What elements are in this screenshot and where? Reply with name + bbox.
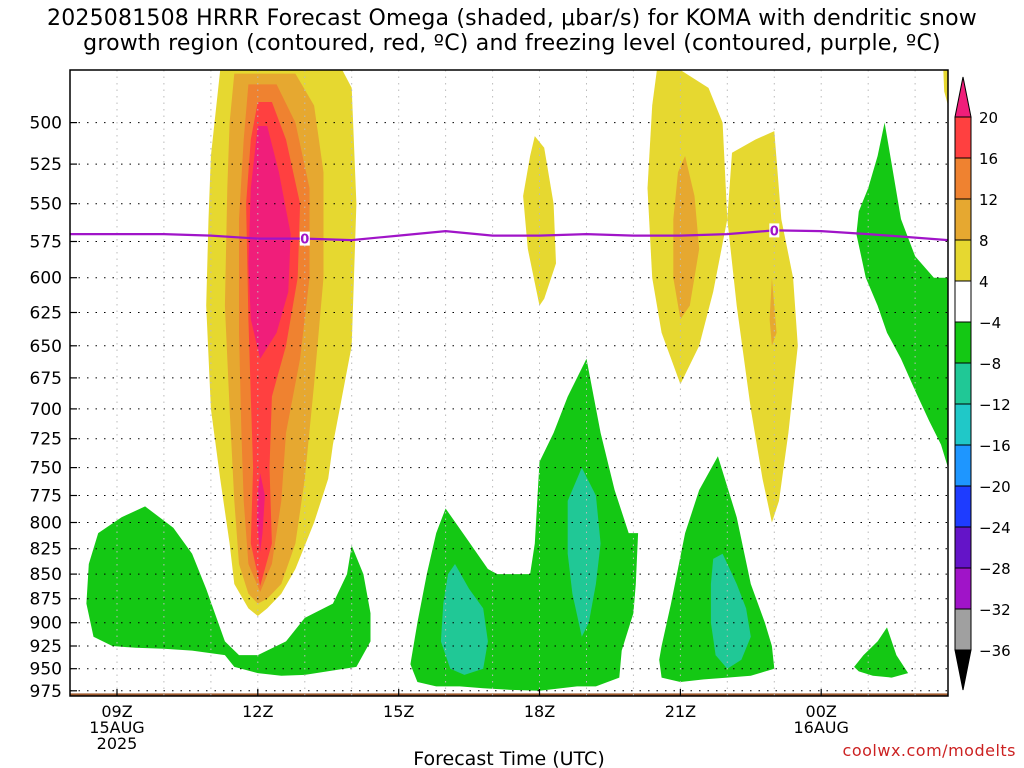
x-axis-label: Forecast Time (UTC) [413, 748, 604, 768]
y-axis: 500 525 550 575 600 625 650 675 700 725 750 775 800 8… [30, 114, 77, 702]
omega-shading-layer [86, 70, 948, 691]
x-tick-label: 18Z [524, 702, 555, 721]
omega-region-downdraft-upper-right-neg4 [856, 122, 948, 468]
colorbar-label: −16 [979, 437, 1011, 455]
omega-region-downdraft-17z-neg8b [567, 467, 601, 637]
freezing-level-label-bg [299, 231, 310, 246]
y-tick-label: 575 [30, 233, 62, 253]
colorbar-band [954, 608, 972, 651]
ground-layer [70, 693, 948, 696]
x-tick-label: 21Z [665, 702, 696, 721]
y-tick-label: 800 [30, 514, 62, 534]
omega-region-downdraft-22z-neg8 [710, 553, 751, 669]
y-tick-label: 750 [30, 459, 62, 479]
colorbar-band [954, 444, 972, 487]
y-tick-label: 500 [30, 114, 62, 134]
colorbar-band [954, 403, 972, 446]
y-tick-label: 725 [30, 430, 62, 450]
chart-title-line2: growth region (contoured, red, ºC) and f… [83, 31, 941, 56]
plot-frame [69, 69, 949, 697]
ground-terrain [70, 693, 948, 696]
colorbar-label: −24 [979, 519, 1011, 537]
colorbar-band [954, 485, 972, 528]
omega-region-downdraft-17z-neg8a [440, 564, 488, 675]
colorbar-label: −28 [979, 560, 1011, 578]
colorbar-band [954, 567, 972, 610]
colorbar-band [954, 116, 972, 159]
y-tick-label: 875 [30, 590, 62, 610]
colorbar-label: 20 [979, 109, 998, 127]
y-tick-label: 650 [30, 337, 62, 357]
omega-region-updraft-23z-8 [769, 277, 777, 346]
colorbar-top-arrow [954, 76, 972, 118]
y-tick-label: 550 [30, 195, 62, 215]
freezing-level-label: 0 [770, 224, 779, 239]
colorbar-band [954, 239, 972, 282]
credit-text: coolwx.com/modelts [842, 741, 1016, 760]
freezing-level-label: 0 [300, 233, 309, 248]
y-tick-label: 625 [30, 304, 62, 324]
colorbar-bottom-arrow [954, 649, 972, 691]
colorbar-label: 12 [979, 191, 998, 209]
colorbar-label: −36 [979, 642, 1011, 660]
colorbar-label: 4 [979, 273, 989, 291]
x-tick-label: 00Z [806, 702, 837, 721]
x-tick-label: 15Z [383, 702, 414, 721]
omega-region-updraft-12z-20b [256, 473, 265, 552]
y-tick-label: 675 [30, 369, 62, 389]
freezing-level-layer: 00 [70, 223, 949, 248]
y-tick-label: 925 [30, 637, 62, 657]
y-tick-label: 950 [30, 660, 62, 680]
x-tick-label: 2025 [97, 734, 138, 753]
omega-region-updraft-21z-8 [673, 156, 700, 320]
x-tick-label: 12Z [242, 702, 273, 721]
x-tick-label: 16AUG [793, 718, 848, 737]
omega-region-updraft-12z-20a [248, 126, 291, 359]
y-tick-label: 975 [30, 682, 62, 702]
colorbar-label: −20 [979, 478, 1011, 496]
colorbar-band [954, 157, 972, 200]
chart-title-line1: 2025081508 HRRR Forecast Omega (shaded, … [47, 6, 977, 31]
colorbar-band [954, 362, 972, 405]
colorbar-band [954, 280, 972, 323]
y-tick-label: 700 [30, 400, 62, 420]
colorbar-band [954, 321, 972, 364]
colorbar-label: 8 [979, 232, 989, 250]
colorbar-band [954, 198, 972, 241]
y-tick-label: 775 [30, 487, 62, 507]
omega-region-downdraft-bottom-right-neg4 [854, 627, 909, 678]
y-tick-label: 850 [30, 565, 62, 585]
colorbar-label: −4 [979, 314, 1001, 332]
colorbar-label: −32 [979, 601, 1011, 619]
y-tick-label: 900 [30, 614, 62, 634]
colorbar-label: −12 [979, 396, 1011, 414]
omega-region-downdraft-9z-neg4 [86, 506, 371, 676]
freezing-level-line [70, 229, 949, 242]
colorbar-label: 16 [979, 150, 998, 168]
x-tick-label: 15AUG [89, 718, 144, 737]
omega-region-updraft-top-right-4 [943, 70, 948, 106]
colorbar-band [954, 526, 972, 569]
y-tick-label: 825 [30, 540, 62, 560]
grid-layer [69, 70, 948, 696]
freezing-level-label-bg [769, 223, 780, 238]
y-tick-label: 600 [30, 269, 62, 289]
omega-region-updraft-23z-4 [727, 131, 798, 523]
x-tick-label: 09Z [101, 702, 132, 721]
colorbar: 20 16 12 8 4 −4 −8 −12 −16 −20 −24 −28 −32 −36 [954, 76, 1011, 691]
y-tick-label: 525 [30, 155, 62, 175]
colorbar-label: −8 [979, 355, 1001, 373]
